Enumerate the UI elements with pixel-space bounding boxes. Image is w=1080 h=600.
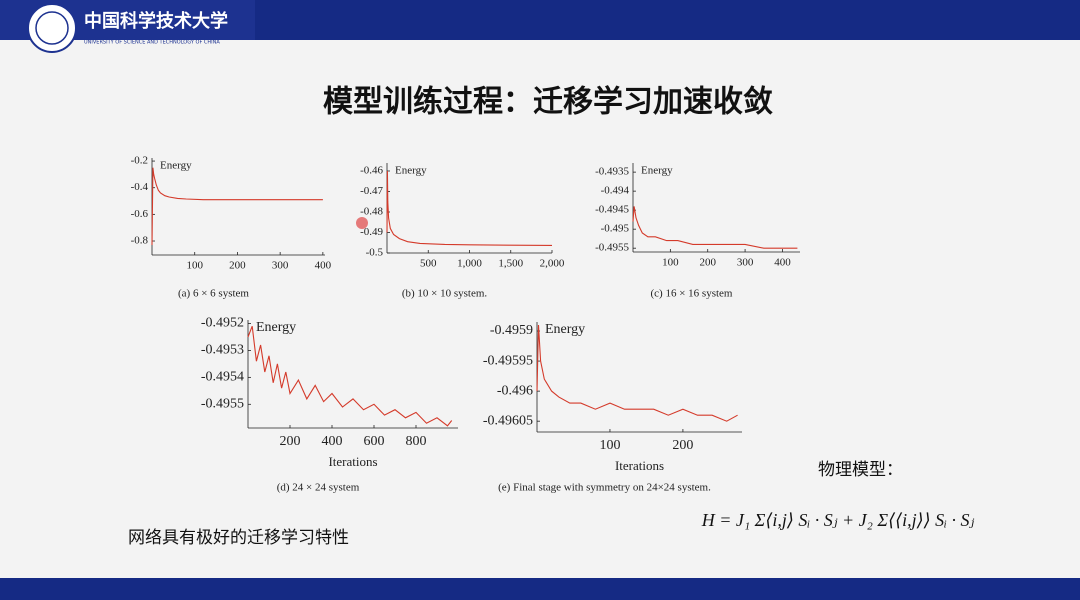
x-tick-label: 200 [699,257,716,269]
y-tick-label: -0.2 [131,155,148,167]
y-tick-label: -0.6 [131,208,149,220]
y-tick-label: -0.47 [360,185,383,197]
energy-line [536,324,738,422]
x-axis-label: Iterations [328,454,377,469]
notes: 网络具有极好的迁移学习特性 [128,528,349,548]
x-tick-label: 100 [662,257,679,269]
y-axis-label: Energy [160,160,192,172]
y-axis-label: Energy [641,165,673,177]
y-tick-label: -0.49 [360,226,383,238]
footer-bar [0,578,1080,600]
y-tick-label: -0.5 [366,247,384,259]
x-tick-label: 100 [186,260,203,272]
x-tick-label: 200 [229,260,246,272]
x-tick-label: 300 [737,257,754,269]
energy-line [386,170,553,246]
y-tick-label: -0.496 [497,383,533,398]
y-tick-label: -0.4945 [595,204,629,216]
logo-ring [35,11,69,45]
school-name: 中国科学技术大学 [84,10,228,32]
caption: (d) 24 × 24 system [277,482,360,494]
x-axis-label: Iterations [615,458,664,473]
energy-line [151,167,323,246]
y-tick-label: -0.49595 [483,353,533,368]
y-tick-label: -0.4952 [201,316,244,331]
y-tick-label: -0.4 [131,181,149,193]
x-tick-label: 1,000 [457,258,482,270]
y-tick-label: -0.4954 [201,370,244,385]
x-tick-label: 300 [272,260,289,272]
model-label: 物理模型： [818,460,903,480]
energy-line [632,206,798,249]
x-tick-label: 600 [364,434,385,449]
school-name-en: UNIVERSITY OF SCIENCE AND TECHNOLOGY OF … [84,40,220,46]
y-tick-label: -0.48 [360,206,383,218]
charts: -0.2 -0.4 -0.6 -0.8 100 200 300 400 Energy (a) 6 … [131,155,800,494]
y-axis-label: Energy [256,320,296,335]
y-axis-label: Energy [395,165,427,177]
slide-title: 模型训练过程：迁移学习加速收敛 [323,85,773,120]
x-tick-label: 2,000 [540,258,565,270]
logo [27,3,77,53]
y-tick-label: -0.4955 [595,242,629,254]
x-tick-label: 400 [315,260,332,272]
y-tick-label: -0.495 [601,223,630,235]
y-tick-label: -0.4955 [201,397,244,412]
y-axis-label: Energy [545,322,585,337]
x-tick-label: 400 [774,257,791,269]
energy-line [247,326,453,427]
cursor-highlight [356,217,368,229]
x-tick-label: 500 [420,258,437,270]
caption: (b) 10 × 10 system. [402,288,488,300]
y-tick-label: -0.4953 [201,343,244,358]
x-tick-label: 1,500 [498,258,523,270]
y-tick-label: -0.494 [601,185,630,197]
caption: (a) 6 × 6 system [178,288,249,300]
x-tick-label: 100 [599,438,620,453]
x-tick-label: 400 [322,434,343,449]
y-tick-label: -0.4959 [490,323,533,338]
y-tick-label: -0.46 [360,165,383,177]
x-tick-label: 200 [672,438,693,453]
y-tick-label: -0.8 [131,235,149,247]
x-tick-label: 800 [406,434,427,449]
y-tick-label: -0.49605 [483,413,533,428]
y-tick-label: -0.4935 [595,166,629,178]
x-tick-label: 200 [280,434,301,449]
caption: (e) Final stage with symmetry on 24×24 s… [498,482,711,494]
formula: H = J₁ Σ⟨i,j⟩ Sᵢ · Sⱼ + J₂ Σ⟨⟨i,j⟩⟩ Sᵢ ·… [701,510,975,530]
caption: (c) 16 × 16 system [651,288,733,300]
